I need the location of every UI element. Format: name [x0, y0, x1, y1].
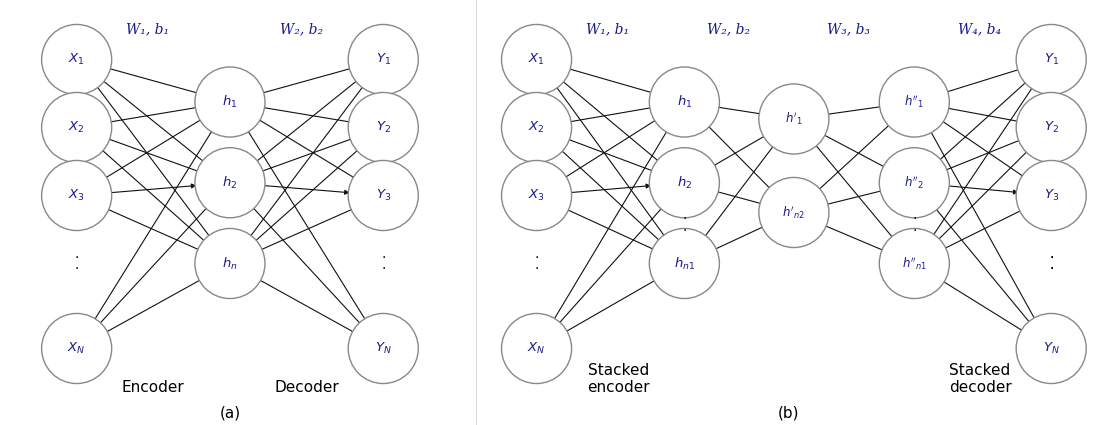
Text: $Y_1$: $Y_1$ — [1044, 52, 1059, 67]
Ellipse shape — [1016, 161, 1086, 230]
Ellipse shape — [759, 84, 829, 154]
Ellipse shape — [879, 229, 949, 298]
Text: W₂, b₂: W₂, b₂ — [706, 23, 750, 37]
Text: $h''_{n1}$: $h''_{n1}$ — [902, 255, 926, 272]
Ellipse shape — [649, 67, 719, 137]
Text: $X_3$: $X_3$ — [528, 188, 545, 203]
Text: $Y_2$: $Y_2$ — [376, 120, 391, 135]
Ellipse shape — [195, 229, 265, 298]
Text: $h_2$: $h_2$ — [677, 175, 692, 191]
Text: $h_1$: $h_1$ — [222, 94, 238, 110]
Text: $h''_2$: $h''_2$ — [904, 174, 924, 191]
Text: (b): (b) — [777, 406, 799, 421]
Ellipse shape — [42, 93, 112, 162]
Ellipse shape — [1016, 93, 1086, 162]
Text: W₁, b₁: W₁, b₁ — [586, 23, 630, 37]
Text: $X_3$: $X_3$ — [68, 188, 85, 203]
Text: $h'_{n2}$: $h'_{n2}$ — [783, 204, 805, 221]
Text: ·
·: · · — [1049, 251, 1053, 276]
Text: $X_2$: $X_2$ — [528, 120, 545, 135]
Text: $X_N$: $X_N$ — [528, 341, 545, 356]
Text: W₂, b₂: W₂, b₂ — [279, 23, 323, 37]
Text: W₁, b₁: W₁, b₁ — [126, 23, 170, 37]
Text: ·
·: · · — [1049, 251, 1053, 276]
Text: Encoder: Encoder — [122, 380, 185, 395]
Text: W₄, b₄: W₄, b₄ — [958, 23, 1002, 37]
Text: Stacked
encoder: Stacked encoder — [587, 363, 650, 395]
Ellipse shape — [649, 148, 719, 218]
Ellipse shape — [502, 25, 572, 94]
Text: $Y_1$: $Y_1$ — [376, 52, 391, 67]
Text: $X_2$: $X_2$ — [68, 120, 85, 135]
Ellipse shape — [1016, 314, 1086, 383]
Text: ·
·: · · — [912, 212, 917, 238]
Text: ·
·: · · — [682, 212, 687, 238]
Text: ·
·: · · — [74, 251, 79, 276]
Text: $h_2$: $h_2$ — [222, 175, 238, 191]
Text: $h_{n1}$: $h_{n1}$ — [673, 255, 695, 272]
Ellipse shape — [348, 161, 418, 230]
Text: $h_n$: $h_n$ — [222, 255, 238, 272]
Ellipse shape — [502, 93, 572, 162]
Text: $h'_1$: $h'_1$ — [785, 110, 803, 128]
Text: (a): (a) — [219, 406, 241, 421]
Text: $X_N$: $X_N$ — [68, 341, 85, 356]
Text: Stacked
decoder: Stacked decoder — [948, 363, 1012, 395]
Ellipse shape — [348, 314, 418, 383]
Ellipse shape — [42, 25, 112, 94]
Ellipse shape — [348, 25, 418, 94]
Text: ·
·: · · — [381, 251, 385, 276]
Text: $Y_N$: $Y_N$ — [374, 341, 392, 356]
Ellipse shape — [1016, 25, 1086, 94]
Text: $X_1$: $X_1$ — [528, 52, 545, 67]
Text: $Y_3$: $Y_3$ — [376, 188, 391, 203]
Text: $Y_N$: $Y_N$ — [1042, 341, 1060, 356]
Text: ·
·: · · — [534, 251, 539, 276]
Ellipse shape — [502, 314, 572, 383]
Text: $h''_1$: $h''_1$ — [904, 94, 924, 110]
Text: W₃, b₃: W₃, b₃ — [827, 23, 871, 37]
Ellipse shape — [879, 148, 949, 218]
Ellipse shape — [759, 178, 829, 247]
Text: $h_1$: $h_1$ — [677, 94, 692, 110]
Ellipse shape — [502, 161, 572, 230]
Text: $Y_2$: $Y_2$ — [1044, 120, 1059, 135]
Ellipse shape — [649, 229, 719, 298]
Ellipse shape — [879, 67, 949, 137]
Ellipse shape — [195, 67, 265, 137]
Ellipse shape — [42, 161, 112, 230]
Ellipse shape — [42, 314, 112, 383]
Ellipse shape — [195, 148, 265, 218]
Ellipse shape — [348, 93, 418, 162]
Text: $X_1$: $X_1$ — [68, 52, 85, 67]
Text: $Y_3$: $Y_3$ — [1044, 188, 1059, 203]
Text: Decoder: Decoder — [274, 380, 339, 395]
